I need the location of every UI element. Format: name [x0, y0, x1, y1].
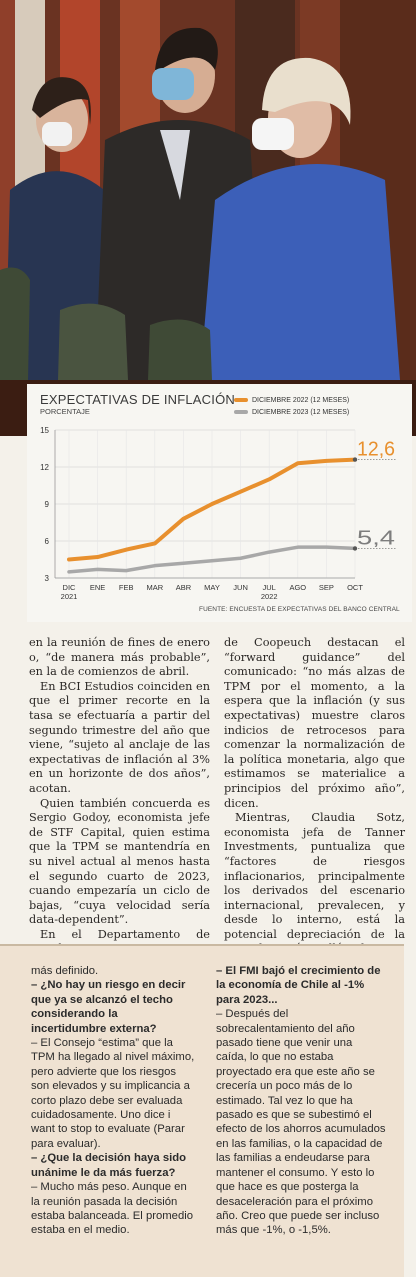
y-tick-label: 3: [45, 574, 50, 583]
data-point: [68, 558, 70, 561]
x-tick-label: AGO: [289, 583, 306, 592]
data-point: [182, 518, 185, 520]
interview-column-right: – El FMI bajó el crecimiento de la econo…: [216, 964, 386, 1238]
article-paragraph: En BCI Estudios coinciden en que el prim…: [29, 679, 210, 795]
x-tick-label: ENE: [90, 583, 105, 592]
x-tick-label: MAY: [204, 583, 220, 592]
article-column-left: en la reunión de fines de enero o, “de m…: [29, 636, 210, 957]
x-tick-label: SEP: [319, 583, 334, 592]
data-point: [96, 556, 99, 558]
interview-question: – ¿No hay un riesgo en decir que ya se a…: [31, 979, 186, 1035]
article-paragraph: Quien también concuerda es Sergio Godoy,…: [29, 796, 210, 927]
end-value-label: 12,6: [357, 439, 395, 461]
interview-column-left: más definido. – ¿No hay un riesgo en dec…: [31, 964, 196, 1238]
article-paragraph: de Coopeuch destacan el “forward guidanc…: [224, 636, 405, 810]
x-tick-sublabel: 2022: [261, 592, 278, 601]
data-point: [325, 460, 328, 462]
data-point: [211, 559, 213, 562]
interview-box-border: [0, 944, 404, 946]
data-point: [268, 478, 271, 481]
legend-item-2023: DICIEMBRE 2023 (12 MESES): [234, 409, 349, 416]
interview-answer: más definido.: [31, 965, 99, 977]
chart-card: [27, 384, 412, 622]
data-point: [154, 564, 156, 567]
data-point: [297, 546, 299, 548]
data-point: [125, 569, 127, 572]
article-column-right: de Coopeuch destacan el “forward guidanc…: [224, 636, 405, 972]
data-point: [325, 546, 328, 548]
x-tick-sublabel: 2021: [61, 592, 78, 601]
interview-question: – El FMI bajó el crecimiento de la econo…: [216, 965, 381, 1006]
article-paragraph: en la reunión de fines de enero o, “de m…: [29, 636, 210, 679]
page-margin: [404, 946, 416, 1277]
legend-label-2022: DICIEMBRE 2022 (12 MESES): [252, 397, 350, 404]
x-tick-label: JUN: [233, 583, 248, 592]
data-point: [211, 503, 213, 505]
end-marker: [352, 546, 358, 551]
y-tick-label: 6: [45, 537, 50, 546]
y-tick-label: 9: [45, 500, 50, 509]
news-photo: [0, 0, 416, 436]
x-tick-label: FEB: [119, 583, 134, 592]
legend-swatch-2023: [234, 410, 248, 415]
data-point: [96, 568, 99, 571]
x-tick-label: JUL: [263, 583, 276, 592]
data-point: [297, 462, 299, 465]
legend-swatch-2022: [234, 398, 248, 403]
chart-title: EXPECTATIVAS DE INFLACIÓN: [40, 392, 235, 407]
x-tick-label: ABR: [176, 583, 192, 592]
data-point: [239, 557, 242, 560]
chart-subtitle: PORCENTAJE: [40, 407, 90, 416]
data-point: [268, 551, 271, 553]
interview-answer: – El Consejo “estima” que la TPM ha lleg…: [31, 1037, 195, 1150]
data-point: [154, 542, 156, 545]
interview-answer: – Después del sobrecalentamiento del año…: [216, 1008, 386, 1237]
legend-label-2023: DICIEMBRE 2023 (12 MESES): [252, 409, 350, 416]
chart-source: FUENTE: ENCUESTA DE EXPECTATIVAS DEL BAN…: [199, 606, 400, 613]
x-tick-label: MAR: [146, 583, 163, 592]
data-point: [182, 562, 185, 564]
y-tick-label: 15: [40, 426, 49, 435]
interview-box: [0, 946, 416, 1277]
end-value-label: 5,4: [357, 527, 395, 549]
news-photo-illustration: [0, 0, 416, 436]
data-point: [68, 571, 70, 573]
x-tick-label: DIC: [63, 583, 77, 592]
x-tick-label: OCT: [347, 583, 363, 592]
data-point: [239, 490, 242, 493]
y-tick-label: 12: [40, 463, 49, 472]
end-marker: [352, 457, 358, 462]
interview-question: – ¿Que la decisión haya sido unánime le …: [31, 1152, 187, 1179]
data-point: [125, 548, 127, 551]
legend-item-2022: DICIEMBRE 2022 (12 MESES): [234, 397, 349, 404]
interview-answer: – Mucho más peso. Aunque en la reunión p…: [31, 1181, 194, 1237]
